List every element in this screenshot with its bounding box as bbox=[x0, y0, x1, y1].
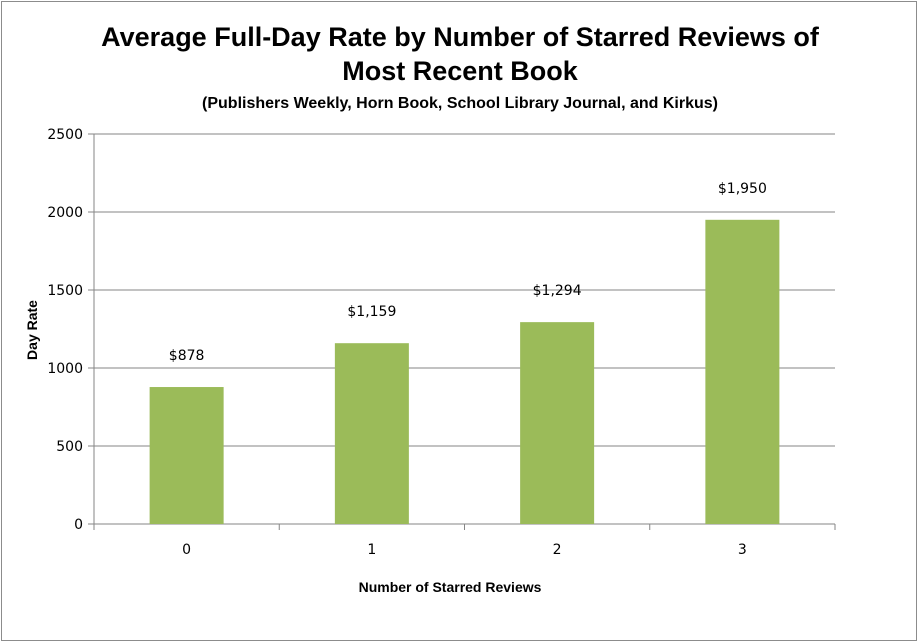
data-labels: $878 $1,159 $1,294 $1,950 bbox=[169, 181, 767, 364]
x-tick-label-2: 2 bbox=[553, 542, 562, 558]
x-tick-label-0: 0 bbox=[182, 542, 191, 558]
chart-title-line-2: Most Recent Book bbox=[342, 56, 579, 86]
data-label-3: $1,950 bbox=[718, 181, 767, 197]
data-label-2: $1,294 bbox=[533, 283, 582, 299]
bar-3 bbox=[705, 219, 780, 525]
x-tick-label-3: 3 bbox=[738, 542, 747, 558]
chart-subtitle: (Publishers Weekly, Horn Book, School Li… bbox=[202, 95, 718, 112]
bar-2 bbox=[520, 322, 595, 524]
x-axis-label: Number of Starred Reviews bbox=[359, 579, 542, 595]
y-tick-label: 1000 bbox=[47, 361, 83, 377]
y-tick-label: 2500 bbox=[47, 127, 83, 143]
y-tick-label: 2000 bbox=[47, 205, 83, 221]
y-axis-label: Day Rate bbox=[24, 300, 40, 360]
y-tick-label: 500 bbox=[56, 439, 83, 455]
y-tick-label: 1500 bbox=[47, 283, 83, 299]
y-tick-label: 0 bbox=[74, 517, 83, 533]
data-label-1: $1,159 bbox=[347, 304, 396, 320]
y-axis-ticks: 0 500 1000 1500 2000 2500 bbox=[47, 127, 94, 533]
bar-0 bbox=[149, 387, 224, 524]
bar-1 bbox=[334, 343, 409, 524]
x-tick-label-1: 1 bbox=[367, 542, 376, 558]
bars bbox=[149, 219, 780, 525]
data-label-0: $878 bbox=[169, 348, 205, 364]
chart-title-line-1: Average Full-Day Rate by Number of Starr… bbox=[101, 22, 820, 52]
x-axis-ticks: 0 1 2 3 bbox=[93, 524, 836, 558]
